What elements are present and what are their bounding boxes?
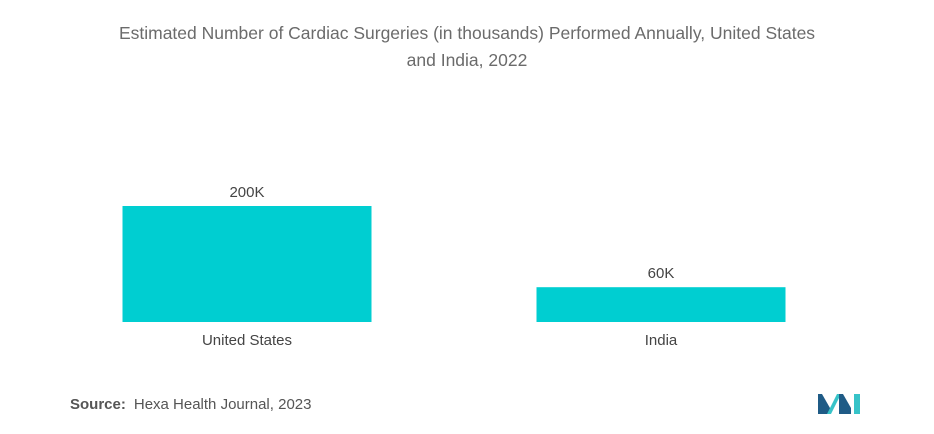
- source-note: Source: Hexa Health Journal, 2023: [70, 396, 311, 413]
- brand-logo-icon: [818, 394, 860, 414]
- chart-title: Estimated Number of Cardiac Surgeries (i…: [40, 20, 894, 74]
- chart-title-line-1: Estimated Number of Cardiac Surgeries (i…: [118, 23, 816, 43]
- bar-united-states: [122, 206, 372, 322]
- x-tick-label: United States: [202, 332, 292, 349]
- chart-title-line-2: and India, 2022: [406, 50, 528, 70]
- bar-india: [536, 287, 786, 322]
- data-label: 200K: [229, 184, 264, 201]
- source-text: Hexa Health Journal, 2023: [133, 396, 312, 413]
- source-label: Source:: [70, 396, 126, 413]
- data-label: 60K: [648, 265, 675, 282]
- x-tick-label: India: [645, 332, 678, 349]
